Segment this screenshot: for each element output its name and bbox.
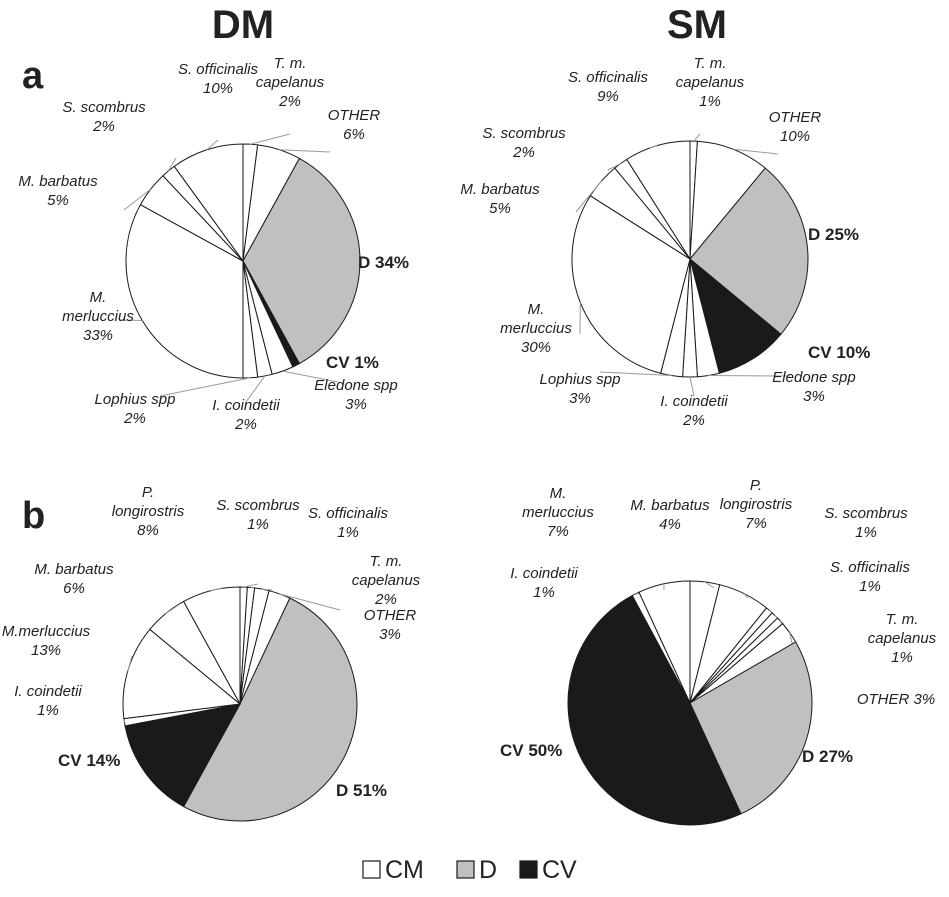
slice-label: CV 10% [808, 343, 870, 362]
panel-letter-b: b [22, 495, 45, 537]
legend-swatch [457, 861, 474, 878]
legend: CM D CV [363, 856, 577, 884]
slice-label: D 27% [802, 747, 853, 766]
label-leader-line [279, 150, 330, 152]
legend-label: CM [385, 856, 424, 884]
legend-label: CV [542, 856, 577, 884]
slice-label: CV 50% [500, 741, 562, 760]
slice-label: CV 1% [326, 353, 379, 372]
panel-letter-a: a [22, 55, 44, 97]
column-title-sm: SM [667, 3, 727, 47]
column-title-dm: DM [212, 3, 274, 47]
label-leader-line [244, 584, 258, 587]
legend-label: D [479, 856, 497, 884]
legend-swatch [363, 861, 380, 878]
slice-label: OTHER 3% [857, 691, 935, 708]
slice-label: CV 14% [58, 751, 120, 770]
slice-label: D 51% [336, 781, 387, 800]
slice-label: D 25% [808, 225, 859, 244]
label-leader-line [250, 134, 290, 144]
label-leader-line [694, 134, 700, 141]
slice-label: D 34% [358, 253, 409, 272]
legend-swatch [520, 861, 537, 878]
